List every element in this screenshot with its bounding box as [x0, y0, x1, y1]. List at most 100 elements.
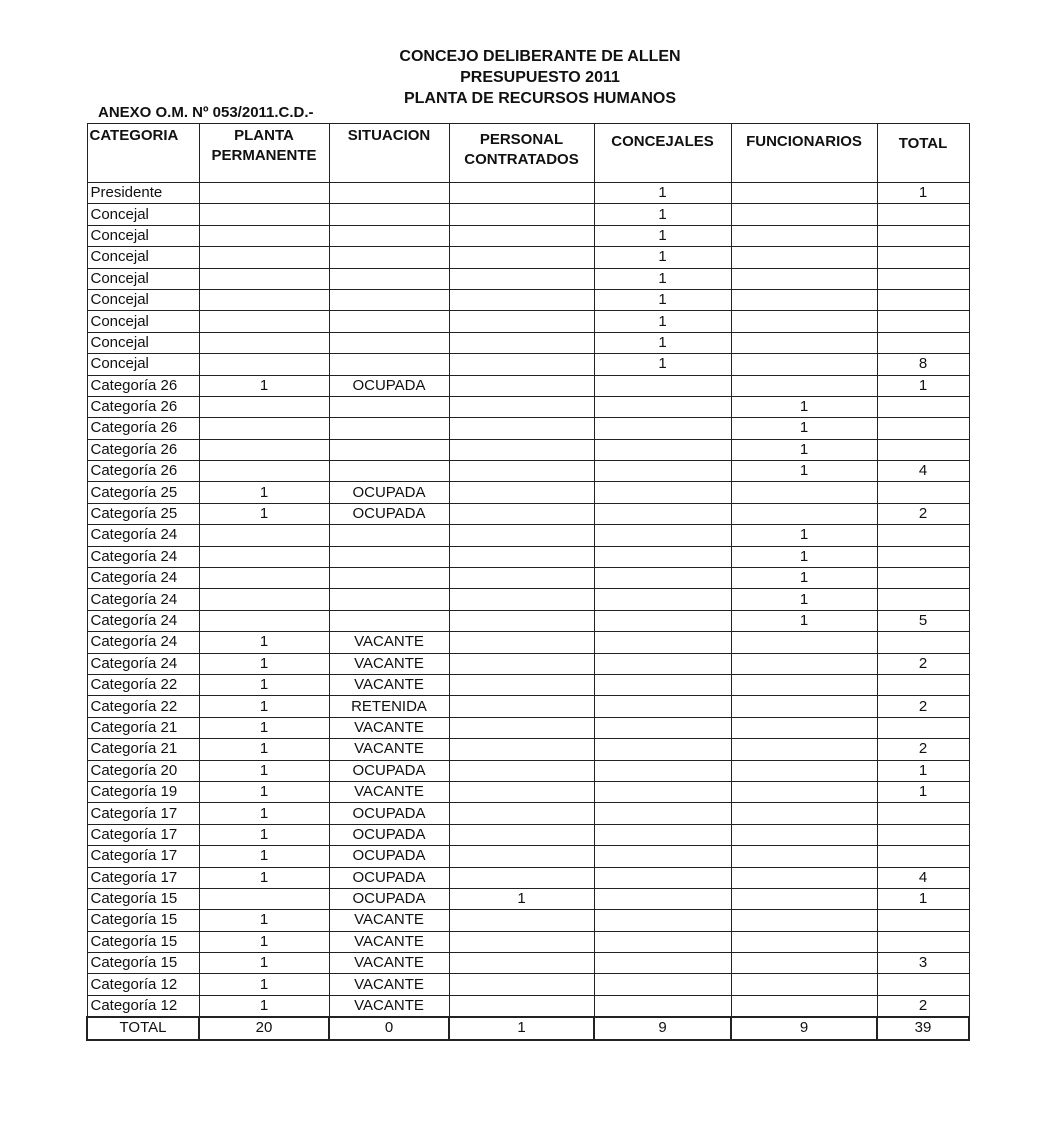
table-row: Categoría 17 1 OCUPADA 4: [86, 866, 970, 889]
situacion-cell: RETENIDA: [328, 695, 450, 718]
situacion-cell: VACANTE: [328, 780, 450, 804]
funcionarios-cell: [730, 481, 878, 504]
total-cell: [876, 203, 970, 226]
situacion-cell: [328, 224, 450, 248]
concejales-cell: 1: [593, 246, 732, 269]
situacion-cell: VACANTE: [328, 738, 450, 761]
categoria-cell: Categoría 26: [86, 460, 200, 483]
concejales-cell: [593, 652, 732, 675]
personal-contratados-cell: [448, 246, 595, 269]
funcionarios-cell: 1: [730, 588, 878, 611]
total-cell: [876, 481, 970, 504]
total-cell: [876, 930, 970, 954]
concejales-cell: [593, 845, 732, 868]
categoria-cell: Concejal: [86, 246, 200, 269]
table-row: Presidente 1 1: [86, 181, 970, 205]
table-row: Categoría 22 1 RETENIDA 2: [86, 695, 970, 718]
table-row: Categoría 20 1 OCUPADA 1: [86, 759, 970, 782]
situacion-cell: [328, 331, 450, 355]
concejales-cell: [593, 609, 732, 633]
funcionarios-cell: [730, 994, 878, 1018]
categoria-cell: Categoría 12: [86, 973, 200, 996]
funcionarios-cell: [730, 203, 878, 226]
table-row: Categoría 24 1 5: [86, 609, 970, 633]
total-cell: 1: [876, 887, 970, 911]
personal-contratados-cell: [448, 738, 595, 761]
situacion-cell: OCUPADA: [328, 481, 450, 504]
personal-contratados-cell: [448, 288, 595, 312]
funcionarios-cell: 1: [730, 524, 878, 547]
situacion-cell: [328, 609, 450, 633]
planta-permanente-cell: 1: [198, 716, 330, 740]
total-cell: 1: [876, 181, 970, 205]
personal-contratados-cell: [448, 845, 595, 868]
concejales-cell: [593, 695, 732, 718]
categoria-cell: Concejal: [86, 267, 200, 290]
concejales-cell: [593, 973, 732, 996]
funcionarios-cell: 1: [730, 460, 878, 483]
concejales-cell: 1: [593, 310, 732, 333]
funcionarios-cell: [730, 310, 878, 333]
categoria-cell: Presidente: [86, 181, 200, 205]
personal-contratados-cell: [448, 866, 595, 889]
table-row: Categoría 24 1: [86, 524, 970, 547]
total-cell: 4: [876, 460, 970, 483]
title-staff-plan: PLANTA DE RECURSOS HUMANOS: [403, 90, 676, 107]
personal-contratados-cell: [448, 609, 595, 633]
planta-permanente-cell: 1: [198, 481, 330, 504]
funcionarios-cell: [730, 823, 878, 847]
situacion-cell: [328, 524, 450, 547]
funcionarios-cell: [730, 652, 878, 675]
personal-contratados-cell: [448, 567, 595, 590]
planta-permanente-cell: 1: [198, 502, 330, 526]
table-row: Categoría 12 1 VACANTE: [86, 973, 970, 996]
funcionarios-cell: [730, 353, 878, 376]
planta-permanente-cell: [198, 224, 330, 248]
situacion-cell: OCUPADA: [328, 845, 450, 868]
situacion-cell: VACANTE: [328, 952, 450, 975]
personal-contratados-cell: [448, 353, 595, 376]
situacion-cell: VACANTE: [328, 673, 450, 697]
planta-permanente-cell: 1: [198, 802, 330, 825]
planta-permanente-cell: [198, 203, 330, 226]
categoria-cell: Categoría 21: [86, 738, 200, 761]
column-header-categoria: CATEGORIA: [86, 123, 200, 183]
situacion-cell: [328, 417, 450, 440]
situacion-cell: OCUPADA: [328, 502, 450, 526]
personal-contratados-cell: [448, 417, 595, 440]
concejales-cell: [593, 438, 732, 462]
personal-contratados-cell: [448, 267, 595, 290]
personal-contratados-cell: [448, 331, 595, 355]
situacion-cell: [328, 203, 450, 226]
planta-permanente-cell: 1: [198, 673, 330, 697]
column-header-total: TOTAL: [876, 123, 970, 183]
categoria-cell: Categoría 24: [86, 652, 200, 675]
planta-permanente-cell: 1: [198, 759, 330, 782]
categoria-cell: Categoría 24: [86, 545, 200, 569]
funcionarios-cell: [730, 374, 878, 397]
planta-permanente-cell: 1: [198, 845, 330, 868]
situacion-cell: [328, 460, 450, 483]
personal-contratados-cell: [448, 823, 595, 847]
concejales-cell: [593, 481, 732, 504]
total-cell: [876, 288, 970, 312]
planta-permanente-cell: [198, 567, 330, 590]
column-header-funcionarios: FUNCIONARIOS: [730, 123, 878, 183]
concejales-cell: [593, 417, 732, 440]
categoria-cell: Categoría 22: [86, 673, 200, 697]
funcionarios-cell: [730, 973, 878, 996]
staff-table: CATEGORIA PLANTA PERMANENTE SITUACION PE…: [86, 123, 970, 1041]
total-cell: 1: [876, 780, 970, 804]
situacion-cell: [328, 246, 450, 269]
personal-contratados-cell: [448, 759, 595, 782]
table-row: Concejal 1: [86, 267, 970, 290]
situacion-cell: VACANTE: [328, 973, 450, 996]
personal-contratados-cell: [448, 994, 595, 1018]
planta-permanente-cell: 1: [198, 973, 330, 996]
planta-permanente-cell: [198, 181, 330, 205]
planta-permanente-cell: 1: [198, 952, 330, 975]
categoria-cell: Concejal: [86, 353, 200, 376]
categoria-cell: Categoría 24: [86, 631, 200, 654]
personal-contratados-cell: [448, 802, 595, 825]
planta-permanente-cell: [198, 417, 330, 440]
